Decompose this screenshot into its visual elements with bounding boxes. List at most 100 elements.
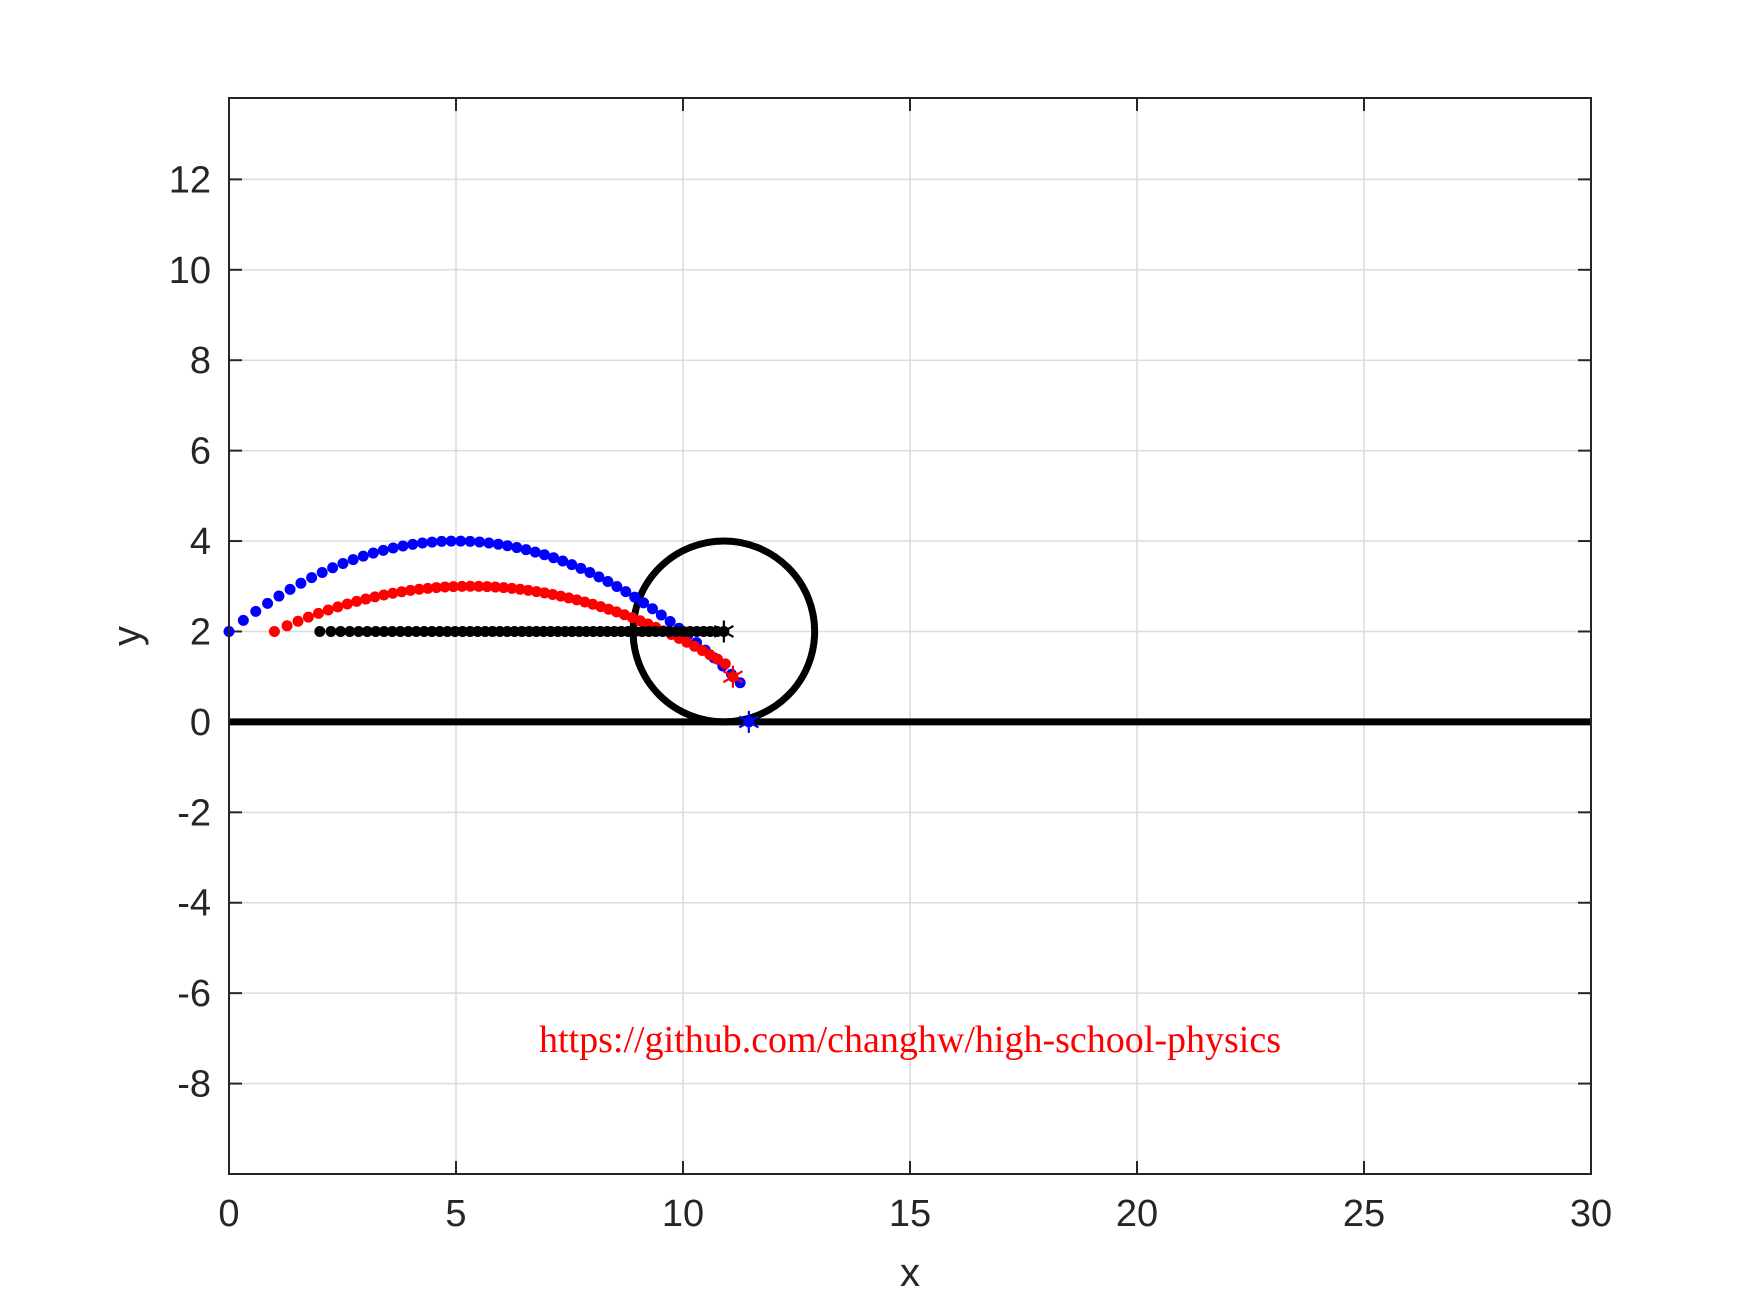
x-tick-label: 25 xyxy=(1343,1193,1385,1235)
y-tick-label: -4 xyxy=(177,883,211,925)
trajectory-point xyxy=(448,581,460,593)
trajectory-point xyxy=(394,625,406,637)
y-tick-label: 6 xyxy=(190,431,211,473)
trajectory-point xyxy=(638,597,650,609)
y-tick-label: 2 xyxy=(190,611,211,653)
trajectory-point xyxy=(337,557,349,569)
y-tick-label: 0 xyxy=(190,702,211,744)
trajectory-point xyxy=(268,625,280,637)
marker-stroke xyxy=(713,625,734,638)
trajectory-point xyxy=(410,625,422,637)
trajectory-point xyxy=(306,572,318,584)
trajectory-point xyxy=(302,611,314,623)
trajectory-point xyxy=(502,540,514,552)
y-tick-label: -6 xyxy=(177,973,211,1015)
trajectory-point xyxy=(325,625,337,637)
trajectory-point xyxy=(620,586,632,598)
trajectory-point xyxy=(378,625,390,637)
y-tick-label: -8 xyxy=(177,1064,211,1106)
trajectory-point xyxy=(506,582,518,594)
trajectory-point xyxy=(481,581,493,593)
trajectory-point xyxy=(332,601,344,613)
trajectory-point xyxy=(413,583,425,595)
trajectory-point xyxy=(407,538,419,550)
trajectory-point xyxy=(489,581,501,593)
trajectory-point xyxy=(441,625,453,637)
trajectory-point xyxy=(347,554,359,566)
trajectory-point xyxy=(430,582,442,594)
trajectory-point xyxy=(341,598,353,610)
y-tick-label: 10 xyxy=(169,250,211,292)
trajectory-point xyxy=(237,614,249,626)
trajectory-point xyxy=(455,535,467,547)
trajectory-point xyxy=(262,597,274,609)
trajectory-point xyxy=(593,571,605,583)
marker-stroke xyxy=(738,715,759,729)
trajectory-point xyxy=(646,603,658,615)
trajectory-point xyxy=(464,580,476,592)
trajectory-point xyxy=(529,546,541,558)
trajectory-point xyxy=(327,562,339,574)
trajectory-point xyxy=(335,625,347,637)
trajectory-point xyxy=(449,625,461,637)
trajectory-point xyxy=(367,547,379,559)
y-tick-label: 4 xyxy=(190,521,211,563)
trajectory-point xyxy=(719,658,731,670)
trajectory-point xyxy=(353,625,365,637)
trajectory-point xyxy=(457,625,469,637)
trajectory-point xyxy=(284,583,296,595)
trajectory-point xyxy=(316,566,328,578)
trajectory-point xyxy=(378,589,390,601)
trajectory-point xyxy=(474,536,486,548)
trajectory-point xyxy=(548,552,560,564)
trajectory-point xyxy=(584,567,596,579)
trajectory-point xyxy=(397,540,409,552)
trajectory-point xyxy=(434,625,446,637)
trajectory-point xyxy=(387,542,399,554)
trajectories xyxy=(223,535,759,733)
tick-labels: 0 5 10 15 20 25 30 -8 -6 -4 -2 0 2 4 6 8 10 12 xyxy=(169,159,1612,1235)
trajectory-end-marker xyxy=(713,620,734,643)
trajectory-point xyxy=(361,625,373,637)
trajectory-point xyxy=(416,537,428,549)
trajectory-point xyxy=(511,542,523,554)
trajectory-point xyxy=(281,620,293,632)
trajectory-point xyxy=(370,625,382,637)
x-tick-label: 10 xyxy=(662,1193,704,1235)
trajectory-point xyxy=(566,559,578,571)
trajectory-point xyxy=(369,591,381,603)
trajectory-point xyxy=(436,535,448,547)
x-tick-label: 0 xyxy=(218,1193,239,1235)
trajectory-point xyxy=(530,586,542,598)
trajectory-point xyxy=(483,537,495,549)
trajectory-point xyxy=(386,625,398,637)
trajectory-point xyxy=(664,616,676,628)
trajectory-point xyxy=(514,583,526,595)
trajectory-point xyxy=(314,625,326,637)
trajectory-point xyxy=(456,580,468,592)
trajectory-point xyxy=(522,584,534,596)
trajectory-point xyxy=(295,577,307,589)
trajectory-point xyxy=(344,625,356,637)
trajectory-point xyxy=(538,549,550,561)
trajectory-point xyxy=(520,544,532,556)
y-tick-label: -2 xyxy=(177,792,211,834)
trajectory-point xyxy=(439,581,451,593)
plot-frame xyxy=(228,97,1592,1175)
trajectory-end-marker xyxy=(722,665,744,688)
source-url-annotation: https://github.com/changhw/high-school-p… xyxy=(539,1019,1281,1061)
trajectory-point xyxy=(426,536,438,548)
trajectory-point xyxy=(250,605,262,617)
trajectory-point xyxy=(273,590,285,602)
trajectory-point xyxy=(351,595,363,607)
trajectory-2 xyxy=(268,580,744,688)
trajectory-point xyxy=(312,607,324,619)
trajectory-point xyxy=(357,550,369,562)
trajectory-point xyxy=(360,593,372,605)
x-tick-label: 15 xyxy=(889,1193,931,1235)
trajectory-point xyxy=(377,544,389,556)
x-axis-label: x xyxy=(900,1251,920,1295)
marker-stroke xyxy=(722,670,744,684)
x-tick-label: 20 xyxy=(1116,1193,1158,1235)
